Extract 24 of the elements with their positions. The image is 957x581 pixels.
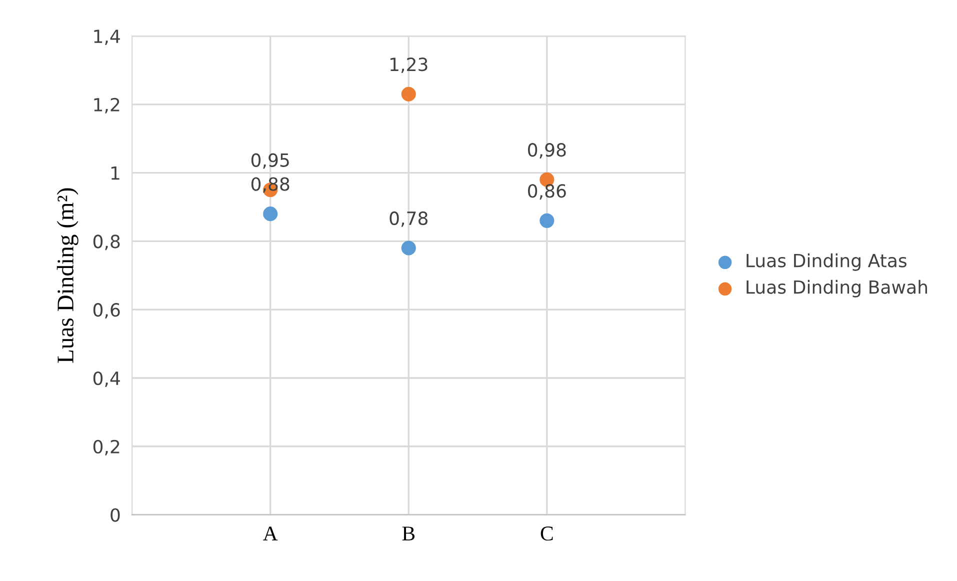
y-tick-label: 0,6 — [93, 303, 120, 319]
x-tick-label: A — [263, 526, 278, 540]
y-tick-label: 0,4 — [93, 371, 120, 387]
point — [540, 213, 554, 228]
y-tick-label: 1,4 — [94, 30, 120, 45]
data-label: 0,86 — [528, 184, 566, 200]
y-tick-label: 1,2 — [94, 98, 120, 114]
x-tick-label: C — [540, 526, 553, 541]
data-label: 0,88 — [251, 177, 290, 193]
data-label: 1,23 — [390, 58, 428, 74]
x-tick-label: B — [402, 526, 415, 540]
y-tick-label: 0,8 — [93, 234, 120, 250]
point — [401, 240, 416, 256]
data-label: 0,78 — [390, 211, 428, 227]
data-label: 0,98 — [528, 143, 566, 159]
data-label: 0,95 — [251, 153, 289, 169]
legend-label: Luas Dinding Bawah — [746, 280, 927, 298]
y-axis-title: Luas Dinding (m²) — [56, 188, 78, 363]
y-tick-label: 0 — [110, 508, 120, 522]
point — [401, 86, 416, 102]
y-tick-label: 1 — [111, 166, 120, 180]
legend-label: Luas Dinding Atas — [746, 253, 906, 271]
y-tick-label: 0,2 — [93, 440, 120, 456]
point — [263, 206, 278, 222]
